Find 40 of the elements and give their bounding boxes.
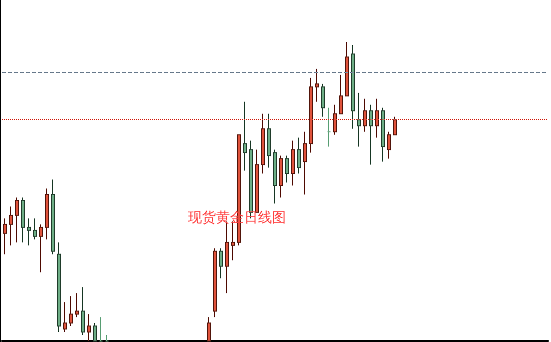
candlestick (57, 242, 61, 333)
candlestick (315, 68, 319, 102)
candlestick (381, 107, 385, 162)
candlestick (297, 137, 301, 174)
candlestick (39, 224, 43, 273)
candlestick (255, 149, 259, 213)
candlestick (51, 179, 55, 255)
candlestick (33, 218, 37, 240)
candlestick (45, 188, 49, 240)
candlestick (273, 149, 277, 204)
candlestick (69, 296, 73, 327)
candlestick (339, 74, 343, 114)
candlestick (9, 206, 13, 246)
candlestick (387, 131, 391, 160)
candlestick (87, 314, 91, 342)
candlestick (15, 196, 19, 243)
candlestick (303, 131, 307, 195)
candlestick (21, 196, 25, 243)
candlestick (321, 83, 325, 118)
candlestick (3, 218, 7, 255)
candlestick (75, 292, 79, 318)
candlestick (81, 286, 85, 336)
candlestick (327, 107, 331, 148)
candlestick (357, 92, 361, 148)
candlestick (207, 316, 211, 342)
candlestick (351, 44, 355, 130)
candlestick (105, 334, 109, 342)
candlestick (291, 140, 295, 186)
candlestick (213, 248, 217, 318)
candlestick (63, 302, 67, 333)
candlestick (345, 42, 349, 96)
candlestick (93, 322, 97, 342)
candlestick (285, 155, 289, 184)
candlestick (27, 218, 31, 246)
candlestick (267, 113, 271, 168)
candlestick (99, 316, 103, 342)
candlestick (219, 248, 223, 279)
candlestick (369, 104, 373, 166)
candlestick (243, 101, 247, 172)
candlestick (279, 155, 283, 198)
